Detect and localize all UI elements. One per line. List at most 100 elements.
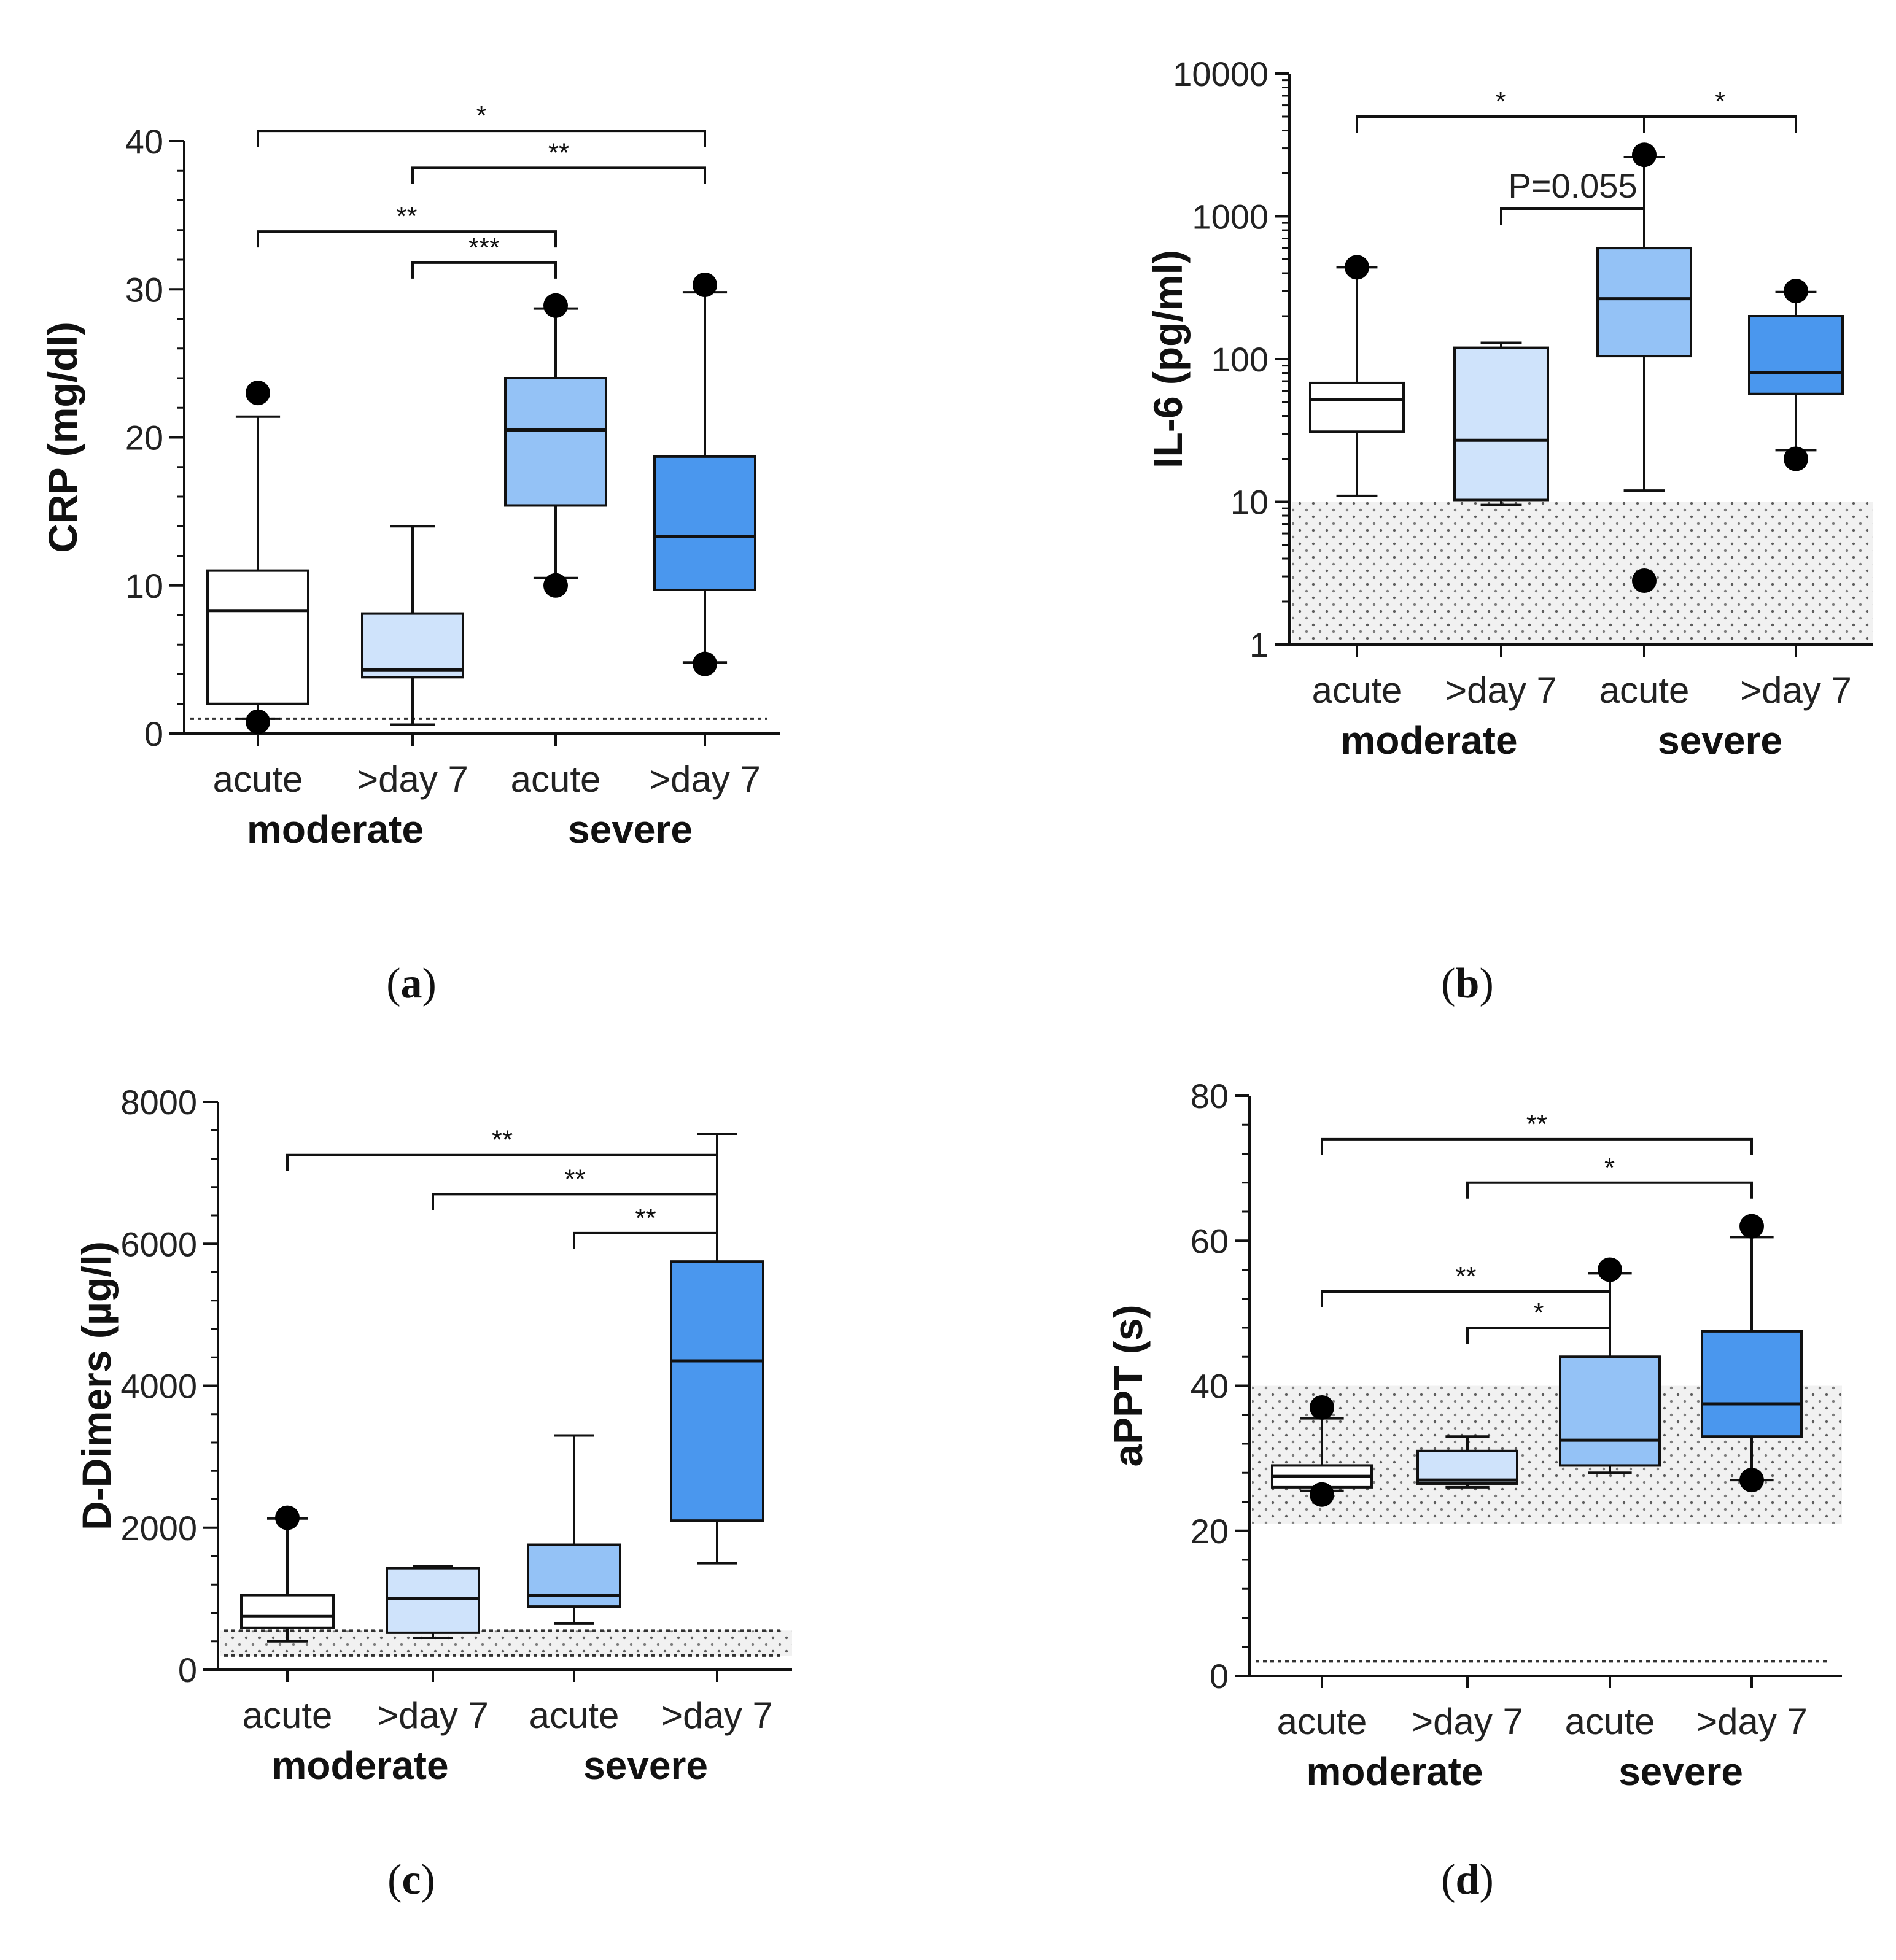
significance-label: * xyxy=(1604,1153,1615,1183)
significance-bracket xyxy=(432,1193,718,1210)
significance-label: * xyxy=(1715,87,1725,117)
category-label: acute xyxy=(1277,1701,1367,1742)
y-tick-label: 0 xyxy=(1210,1657,1229,1695)
y-tick-label: 30 xyxy=(125,270,163,309)
outlier-point xyxy=(693,651,717,676)
significance-bracket xyxy=(1466,1327,1611,1344)
category-label: >day 7 xyxy=(661,1695,773,1736)
box-iqr xyxy=(206,569,309,705)
group-label-moderate: moderate xyxy=(1306,1749,1483,1794)
significance-bracket xyxy=(1466,1181,1753,1199)
significance-label: * xyxy=(1495,87,1506,117)
group-label-severe: severe xyxy=(1658,718,1782,762)
y-tick-label: 8000 xyxy=(120,1083,197,1121)
chart-panel-b: 1 10 100 1000 10000 IL-6 (pg/ml) acute >day 7 ac… xyxy=(1145,55,1873,1007)
chart-panel-d: 0 20 40 60 80 aPPT (s) acute >day 7 acute >day 7 m… xyxy=(1105,1077,1842,1904)
significance-bracket xyxy=(257,130,706,147)
panel-label: (b) xyxy=(1441,960,1494,1007)
outlier-point xyxy=(1632,568,1657,594)
y-tick-label: 20 xyxy=(125,419,163,457)
outlier-point xyxy=(1632,142,1657,168)
y-tick-label: 60 xyxy=(1191,1222,1229,1260)
significance-label: *** xyxy=(468,233,500,263)
significance-label: ** xyxy=(492,1125,513,1155)
y-tick-label: 1000 xyxy=(1192,198,1269,236)
y-axis-title: CRP (mg/dl) xyxy=(40,322,85,552)
significance-bracket xyxy=(411,166,706,184)
category-label: >day 7 xyxy=(357,759,468,800)
category-label: >day 7 xyxy=(649,759,761,800)
significance-bracket xyxy=(1643,115,1797,133)
group-label-moderate: moderate xyxy=(271,1743,448,1788)
box-iqr xyxy=(386,1567,480,1634)
y-tick-label: 10 xyxy=(1230,483,1269,522)
box-iqr xyxy=(1559,1355,1661,1467)
y-axis-title: aPPT (s) xyxy=(1105,1304,1151,1466)
box-iqr xyxy=(361,612,464,679)
y-tick-label: 20 xyxy=(1191,1512,1229,1551)
reference-range-band xyxy=(220,1630,792,1656)
outlier-point xyxy=(246,709,270,734)
y-tick-label: 6000 xyxy=(120,1225,197,1263)
group-label-severe: severe xyxy=(1618,1749,1743,1794)
outlier-point xyxy=(1310,1395,1334,1420)
significance-bracket xyxy=(1321,1290,1611,1307)
y-tick-label: 100 xyxy=(1211,340,1269,379)
box-iqr xyxy=(527,1543,621,1608)
category-label: >day 7 xyxy=(1696,1701,1808,1742)
y-tick-label: 2000 xyxy=(120,1509,197,1547)
significance-bracket xyxy=(1500,207,1645,225)
outlier-point xyxy=(275,1505,300,1530)
outlier-point xyxy=(543,293,568,318)
category-label: >day 7 xyxy=(1445,670,1557,711)
box-iqr xyxy=(1596,247,1692,358)
category-label: acute xyxy=(529,1695,620,1736)
box-iqr xyxy=(240,1594,335,1629)
significance-label: ** xyxy=(635,1203,656,1233)
outlier-point xyxy=(1784,279,1808,304)
panel-label: (a) xyxy=(386,960,437,1007)
group-label-moderate: moderate xyxy=(1340,718,1517,762)
box-iqr xyxy=(1748,315,1844,395)
box-iqr xyxy=(1309,381,1405,433)
y-tick-label: 40 xyxy=(1191,1367,1229,1406)
y-tick-label: 1 xyxy=(1249,626,1269,664)
outlier-point xyxy=(693,273,717,298)
y-tick-label: 10 xyxy=(125,567,163,605)
significance-label: ** xyxy=(1455,1261,1476,1292)
outlier-point xyxy=(1345,255,1369,280)
significance-bracket xyxy=(257,230,557,248)
category-label: acute xyxy=(243,1695,333,1736)
y-tick-label: 80 xyxy=(1191,1077,1229,1115)
significance-bracket xyxy=(1321,1137,1753,1155)
group-label-severe: severe xyxy=(568,807,693,851)
significance-label: * xyxy=(476,101,486,131)
category-label: acute xyxy=(213,759,303,800)
box-iqr xyxy=(670,1260,764,1522)
chart-panel-a: 0 10 20 30 40 CRP (mg/dl) acute >day 7 acute >day… xyxy=(40,101,780,1007)
outlier-point xyxy=(1739,1214,1764,1239)
y-tick-label: 0 xyxy=(178,1651,197,1689)
outlier-point xyxy=(1598,1257,1622,1282)
box-iqr xyxy=(504,377,607,507)
outlier-point xyxy=(1784,446,1808,471)
category-label: acute xyxy=(1565,1701,1655,1742)
panel-label: (d) xyxy=(1441,1856,1494,1904)
significance-bracket xyxy=(286,1153,718,1171)
box-iqr xyxy=(1701,1330,1803,1438)
y-axis-title: IL-6 (pg/ml) xyxy=(1145,250,1191,468)
significance-label: ** xyxy=(1526,1109,1547,1139)
panel-label: (c) xyxy=(387,1856,435,1904)
category-label: acute xyxy=(511,759,601,800)
outlier-point xyxy=(1310,1482,1334,1507)
significance-label: ** xyxy=(396,201,417,231)
y-tick-label: 40 xyxy=(125,122,163,161)
category-label: >day 7 xyxy=(377,1695,489,1736)
box-iqr xyxy=(1416,1449,1518,1485)
box-iqr xyxy=(1453,346,1549,502)
box-iqr xyxy=(653,455,756,591)
category-label: acute xyxy=(1599,670,1690,711)
significance-label: ** xyxy=(564,1164,585,1194)
significance-label: ** xyxy=(548,138,569,168)
